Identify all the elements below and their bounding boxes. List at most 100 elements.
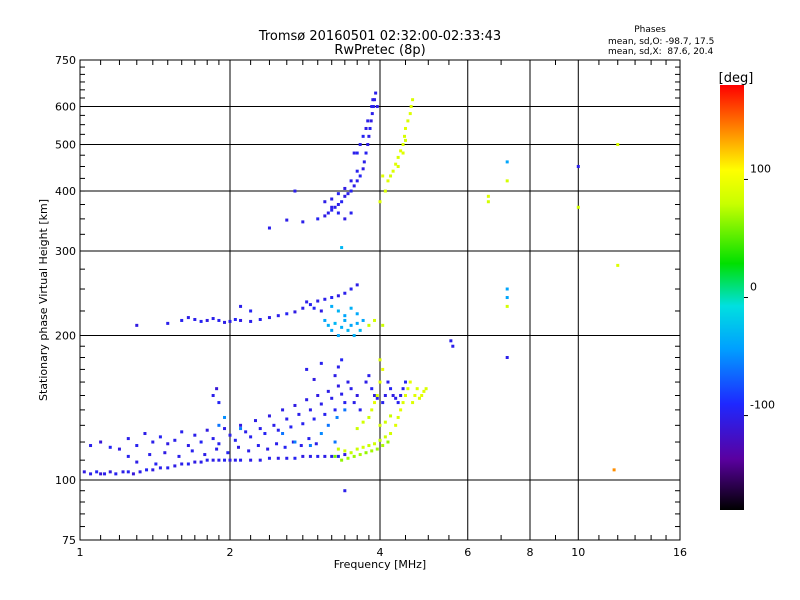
- data-point: [299, 444, 303, 448]
- colorbar-tick-label: 0: [750, 281, 757, 294]
- data-point: [403, 380, 407, 384]
- data-point: [505, 355, 509, 359]
- data-point: [364, 126, 368, 130]
- data-point: [383, 435, 387, 439]
- data-point: [352, 454, 356, 458]
- colorbar-tick-label: 100: [750, 162, 771, 175]
- data-point: [408, 112, 412, 116]
- data-point: [399, 408, 403, 412]
- data-point: [374, 91, 378, 95]
- data-point: [346, 328, 350, 332]
- y-tick-label: 400: [55, 185, 76, 198]
- data-point: [505, 179, 509, 183]
- data-point: [258, 458, 262, 462]
- data-point: [336, 365, 340, 369]
- data-point: [316, 454, 320, 458]
- data-point: [371, 105, 375, 109]
- data-point: [389, 174, 393, 178]
- data-point: [505, 287, 509, 291]
- data-point: [361, 167, 365, 171]
- data-point: [247, 449, 251, 453]
- data-point: [346, 192, 350, 196]
- data-point: [358, 143, 362, 147]
- data-point: [340, 246, 344, 250]
- data-point: [135, 444, 139, 448]
- data-point: [401, 401, 405, 405]
- data-point: [361, 445, 365, 449]
- data-point: [267, 456, 271, 460]
- data-point: [366, 143, 370, 147]
- data-point: [323, 297, 327, 301]
- data-point: [449, 339, 453, 343]
- data-point: [316, 394, 320, 398]
- data-point: [373, 318, 377, 322]
- data-point: [340, 325, 344, 329]
- data-point: [403, 134, 407, 138]
- data-point: [319, 309, 323, 313]
- data-point: [135, 460, 139, 464]
- data-point: [215, 447, 219, 451]
- data-point: [99, 472, 103, 476]
- data-point: [355, 169, 359, 173]
- data-point: [336, 447, 340, 451]
- data-point: [373, 394, 377, 398]
- data-point: [358, 174, 362, 178]
- data-point: [323, 318, 327, 322]
- data-point: [381, 174, 385, 178]
- data-point: [343, 186, 347, 190]
- data-point: [193, 433, 197, 437]
- data-point: [151, 468, 155, 472]
- data-point: [228, 433, 232, 437]
- data-point: [394, 396, 398, 400]
- data-point: [396, 155, 400, 159]
- data-point: [163, 451, 167, 455]
- x-tick-label: 8: [527, 546, 534, 559]
- data-point: [371, 98, 375, 102]
- data-point: [249, 319, 253, 323]
- data-point: [422, 389, 426, 393]
- data-point: [349, 451, 353, 455]
- data-point: [233, 458, 237, 462]
- data-point: [263, 432, 267, 436]
- data-point: [316, 217, 320, 221]
- data-point: [378, 358, 382, 362]
- data-point: [352, 401, 356, 405]
- data-point: [226, 451, 230, 455]
- data-point: [239, 304, 243, 308]
- data-point: [612, 468, 616, 472]
- data-point: [330, 328, 334, 332]
- data-point: [403, 126, 407, 130]
- data-point: [391, 394, 395, 398]
- data-point: [326, 389, 330, 393]
- data-point: [576, 205, 580, 209]
- y-tick-label: 300: [55, 245, 76, 258]
- data-point: [166, 466, 170, 470]
- data-point: [305, 398, 309, 402]
- data-point: [301, 220, 305, 224]
- data-point: [349, 211, 353, 215]
- data-point: [103, 472, 107, 476]
- data-point: [193, 460, 197, 464]
- data-point: [378, 423, 382, 427]
- data-point: [373, 401, 377, 405]
- data-point: [370, 408, 374, 412]
- data-point: [373, 98, 377, 102]
- data-point: [389, 387, 393, 391]
- data-point: [333, 374, 337, 378]
- data-point: [89, 472, 93, 476]
- data-point: [323, 454, 327, 458]
- data-point: [373, 442, 377, 446]
- data-point: [394, 423, 398, 427]
- data-point: [217, 458, 221, 462]
- data-point: [355, 151, 359, 155]
- data-point: [158, 466, 162, 470]
- data-point: [283, 445, 287, 449]
- colorbar-tick-label: -100: [750, 399, 775, 412]
- data-point: [108, 470, 112, 474]
- data-point: [378, 438, 382, 442]
- data-point: [276, 428, 280, 432]
- data-point: [293, 440, 297, 444]
- data-point: [285, 312, 289, 316]
- data-point: [151, 440, 155, 444]
- data-point: [409, 105, 413, 109]
